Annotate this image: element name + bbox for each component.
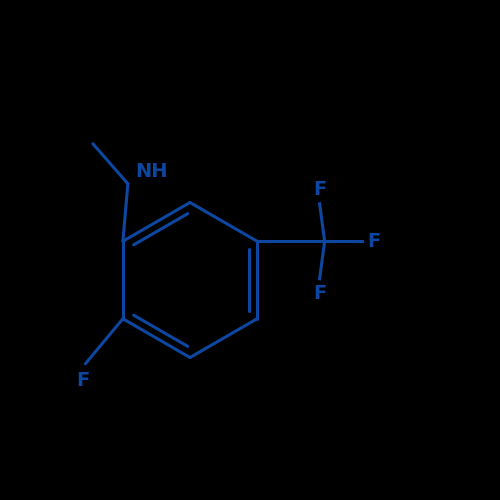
Text: F: F bbox=[313, 284, 326, 303]
Text: NH: NH bbox=[136, 162, 168, 181]
Text: F: F bbox=[313, 180, 326, 199]
Text: F: F bbox=[76, 371, 90, 390]
Text: F: F bbox=[367, 232, 380, 251]
